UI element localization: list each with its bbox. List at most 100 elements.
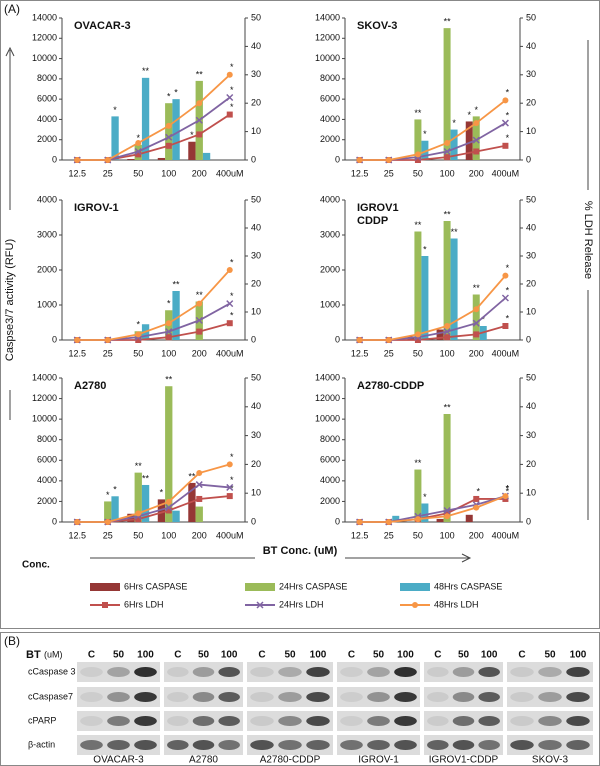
blot-band: [452, 740, 475, 750]
significance: *: [474, 105, 478, 115]
line: [359, 495, 506, 523]
line: [77, 322, 230, 341]
blot-band: [167, 667, 189, 677]
line-marker: [473, 504, 480, 511]
bar: [465, 121, 473, 160]
line-marker: [104, 519, 111, 525]
line-marker: [412, 602, 418, 608]
blot-band: [340, 716, 363, 726]
y-tick-label: 4000: [320, 114, 340, 124]
line: [359, 99, 506, 161]
x-tick-label: 25: [384, 530, 394, 540]
y2-tick-label: 40: [251, 401, 261, 411]
blot-band: [192, 692, 215, 702]
significance: *: [423, 492, 427, 502]
y-tick-label: 10000: [315, 53, 340, 63]
y-tick-label: 0: [335, 154, 340, 164]
blot-band: [510, 667, 534, 677]
y-tick-label: 4000: [320, 194, 340, 204]
blot-band: [218, 667, 240, 677]
y-tick-label: 2000: [37, 134, 57, 144]
y2-tick-label: 40: [526, 222, 536, 232]
dose-header: C: [258, 650, 265, 661]
dose-header: 100: [481, 650, 498, 661]
dose-header: 100: [310, 650, 327, 661]
panel-label: (A): [4, 2, 20, 16]
axis-arrowhead: [5, 46, 15, 57]
x-tick-label: 200: [192, 348, 207, 358]
line-marker: [502, 97, 509, 104]
y-tick-label: 8000: [37, 434, 57, 444]
y-tick-label: 2000: [320, 134, 340, 144]
significance: *: [452, 118, 456, 128]
y-tick-label: 12000: [315, 393, 340, 403]
line-marker: [165, 504, 173, 512]
line-marker: [444, 323, 451, 329]
line: [77, 269, 231, 341]
blot-band: [107, 667, 130, 677]
line-marker: [195, 316, 203, 324]
bar: [127, 158, 135, 160]
bar: [172, 510, 180, 522]
x-tick-label: 25: [103, 348, 113, 358]
blot-band: [340, 692, 363, 702]
dose-header: 50: [284, 650, 296, 661]
dose-header: 100: [221, 650, 238, 661]
line-marker: [226, 493, 233, 500]
y2-tick-label: 50: [526, 372, 536, 382]
line-marker: [135, 139, 142, 146]
blot-band: [250, 740, 274, 750]
line-marker: [385, 519, 392, 525]
line-marker: [356, 337, 363, 343]
blot-band: [306, 716, 330, 726]
line-marker: [414, 337, 421, 343]
blot-band: [80, 740, 103, 750]
bar: [421, 503, 429, 522]
bar: [421, 256, 429, 340]
blot-band: [278, 716, 302, 726]
line-marker: [472, 136, 480, 144]
line-marker: [74, 519, 81, 525]
line-marker: [414, 157, 421, 163]
line-marker: [74, 337, 81, 343]
line-marker: [473, 331, 480, 338]
line-marker: [226, 93, 234, 102]
significance: *: [467, 110, 471, 120]
line-marker: [226, 320, 233, 327]
blot-band: [80, 692, 103, 702]
blot-band: [510, 692, 534, 702]
dose-header: C: [518, 650, 525, 661]
line: [77, 302, 231, 341]
protein-label: cCaspase7: [28, 691, 73, 701]
line-marker: [226, 461, 233, 468]
blot-band: [306, 740, 330, 750]
blot-band: [192, 740, 215, 750]
blot-band: [427, 692, 449, 702]
line-marker: [256, 601, 264, 609]
cell-line-label: A2780: [189, 755, 218, 766]
bar: [414, 119, 422, 160]
bar: [414, 469, 422, 522]
bar: [141, 484, 150, 522]
y2-tick-label: 10: [526, 306, 536, 316]
significance: **: [473, 283, 481, 293]
significance: **: [135, 461, 143, 471]
y-tick-label: 1000: [320, 299, 340, 309]
line-marker: [226, 483, 234, 491]
blot-band: [80, 716, 103, 726]
x-tick-label: 50: [133, 348, 143, 358]
x-tick-label: 400uM: [492, 168, 520, 178]
bar: [157, 499, 166, 522]
y-tick-label: 8000: [320, 434, 340, 444]
significance: *: [230, 102, 234, 112]
bar: [450, 129, 458, 160]
y-tick-label: 8000: [320, 73, 340, 83]
line-marker: [414, 151, 421, 158]
significance: **: [196, 290, 204, 300]
blot-band: [218, 740, 240, 750]
blot-strip: [164, 687, 243, 707]
legend-label: 24Hrs LDH: [279, 599, 324, 609]
bar: [195, 506, 203, 522]
y2-tick-label: 0: [526, 154, 531, 164]
line-marker: [165, 498, 172, 505]
